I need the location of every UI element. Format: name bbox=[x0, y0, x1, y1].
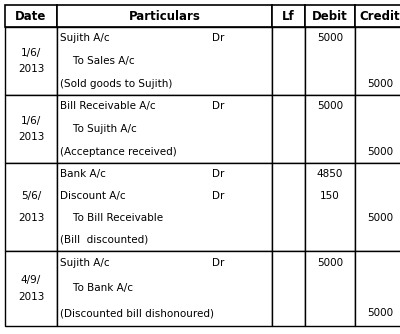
Text: 5000: 5000 bbox=[317, 259, 343, 269]
Text: 5000: 5000 bbox=[367, 147, 393, 157]
Text: Bill Receivable A/c: Bill Receivable A/c bbox=[60, 101, 156, 111]
Text: To Bank A/c: To Bank A/c bbox=[60, 284, 133, 294]
Bar bbox=[57, 251, 272, 326]
Text: Lf: Lf bbox=[282, 9, 295, 22]
Text: To Sales A/c: To Sales A/c bbox=[60, 56, 135, 66]
Text: (Sold goods to Sujith): (Sold goods to Sujith) bbox=[60, 79, 172, 89]
Text: Dr: Dr bbox=[212, 169, 224, 179]
Text: 5000: 5000 bbox=[367, 309, 393, 319]
Bar bbox=[5, 251, 57, 326]
Bar bbox=[305, 5, 355, 27]
Bar bbox=[355, 5, 400, 27]
Text: 5000: 5000 bbox=[367, 79, 393, 89]
Bar bbox=[5, 27, 57, 95]
Bar bbox=[305, 95, 355, 163]
Text: (Bill  discounted): (Bill discounted) bbox=[60, 235, 148, 245]
Text: 5000: 5000 bbox=[367, 213, 393, 223]
Text: To Sujith A/c: To Sujith A/c bbox=[60, 124, 137, 134]
Bar bbox=[305, 27, 355, 95]
Text: 5000: 5000 bbox=[317, 33, 343, 43]
Text: Bank A/c: Bank A/c bbox=[60, 169, 106, 179]
Text: To Bill Receivable: To Bill Receivable bbox=[60, 213, 163, 223]
Text: 2013: 2013 bbox=[18, 132, 44, 142]
Bar bbox=[355, 251, 400, 326]
Bar bbox=[57, 5, 272, 27]
Bar bbox=[57, 95, 272, 163]
Text: (Discounted bill dishonoured): (Discounted bill dishonoured) bbox=[60, 309, 214, 319]
Bar bbox=[272, 95, 305, 163]
Text: 2013: 2013 bbox=[18, 64, 44, 74]
Text: Dr: Dr bbox=[212, 259, 224, 269]
Text: 150: 150 bbox=[320, 191, 340, 201]
Bar bbox=[355, 27, 400, 95]
Bar bbox=[272, 163, 305, 251]
Bar bbox=[355, 95, 400, 163]
Text: Dr: Dr bbox=[212, 33, 224, 43]
Bar bbox=[305, 251, 355, 326]
Text: Sujith A/c: Sujith A/c bbox=[60, 33, 110, 43]
Bar bbox=[272, 27, 305, 95]
Text: Particulars: Particulars bbox=[128, 9, 200, 22]
Bar bbox=[272, 5, 305, 27]
Text: Dr: Dr bbox=[212, 101, 224, 111]
Text: 2013: 2013 bbox=[18, 212, 44, 222]
Bar bbox=[57, 27, 272, 95]
Bar bbox=[305, 163, 355, 251]
Text: 2013: 2013 bbox=[18, 293, 44, 303]
Text: Debit: Debit bbox=[312, 9, 348, 22]
Text: 5000: 5000 bbox=[317, 101, 343, 111]
Bar bbox=[5, 5, 57, 27]
Text: 4850: 4850 bbox=[317, 169, 343, 179]
Text: 5/6/: 5/6/ bbox=[21, 191, 41, 201]
Text: Dr: Dr bbox=[212, 191, 224, 201]
Text: Sujith A/c: Sujith A/c bbox=[60, 259, 110, 269]
Text: Discount A/c: Discount A/c bbox=[60, 191, 126, 201]
Bar bbox=[57, 163, 272, 251]
Text: Date: Date bbox=[15, 9, 47, 22]
Text: Credit: Credit bbox=[360, 9, 400, 22]
Text: 1/6/: 1/6/ bbox=[21, 116, 41, 126]
Text: (Acceptance received): (Acceptance received) bbox=[60, 147, 177, 157]
Bar bbox=[5, 95, 57, 163]
Bar bbox=[355, 163, 400, 251]
Bar bbox=[272, 251, 305, 326]
Text: 4/9/: 4/9/ bbox=[21, 275, 41, 285]
Bar bbox=[5, 163, 57, 251]
Text: 1/6/: 1/6/ bbox=[21, 48, 41, 58]
